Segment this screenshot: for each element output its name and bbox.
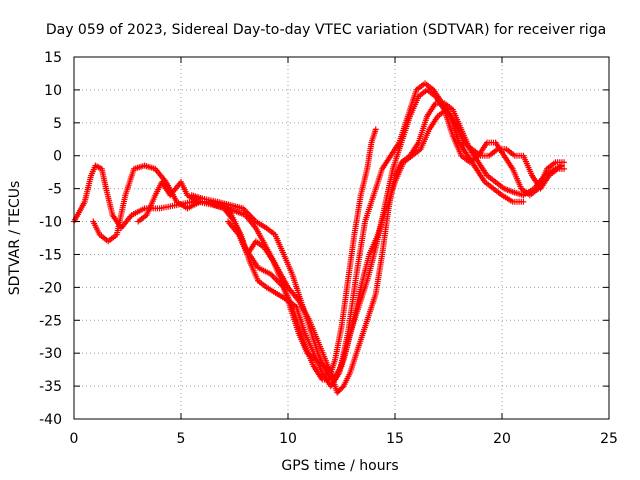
- data-point: [561, 165, 568, 172]
- x-tick-label: 20: [493, 431, 511, 447]
- axis-ticks: [73, 56, 610, 420]
- x-tick-labels: 0 5 10 15 20 25: [70, 431, 618, 447]
- x-tick-label: 15: [386, 431, 404, 447]
- y-tick-label: -25: [39, 313, 62, 329]
- y-tick-labels: 15 10 5 0 -5 -10 -15 -20 -25 -30 -35 -40: [39, 50, 62, 428]
- x-tick-label: 0: [70, 431, 79, 447]
- y-tick-label: -5: [48, 182, 62, 198]
- data-point: [561, 159, 568, 166]
- y-tick-label: 10: [44, 83, 62, 99]
- x-tick-label: 10: [279, 431, 297, 447]
- x-axis-label: GPS time / hours: [281, 458, 398, 474]
- y-tick-label: -10: [39, 215, 62, 231]
- x-tick-label: 25: [600, 431, 618, 447]
- series-0: [71, 126, 379, 383]
- y-tick-label: -20: [39, 280, 62, 296]
- data-point: [270, 274, 277, 281]
- grid-lines: [74, 57, 609, 419]
- data-points: [71, 80, 568, 396]
- y-tick-label: -30: [39, 346, 62, 362]
- y-tick-label: 0: [53, 149, 62, 165]
- y-tick-label: 15: [44, 50, 62, 66]
- y-tick-label: -15: [39, 247, 62, 263]
- y-tick-label: 5: [53, 116, 62, 132]
- y-tick-label: -35: [39, 379, 62, 395]
- chart-title: Day 059 of 2023, Sidereal Day-to-day VTE…: [46, 22, 606, 38]
- data-point: [372, 126, 379, 133]
- data-point: [520, 198, 527, 205]
- plot-frame: [73, 56, 610, 420]
- series-3: [188, 106, 568, 383]
- y-axis-label: SDTVAR / TECUs: [7, 181, 23, 296]
- data-point: [339, 384, 346, 391]
- series-4: [225, 86, 568, 383]
- x-tick-label: 5: [177, 431, 186, 447]
- data-point: [273, 277, 280, 284]
- y-tick-label: -40: [39, 412, 62, 428]
